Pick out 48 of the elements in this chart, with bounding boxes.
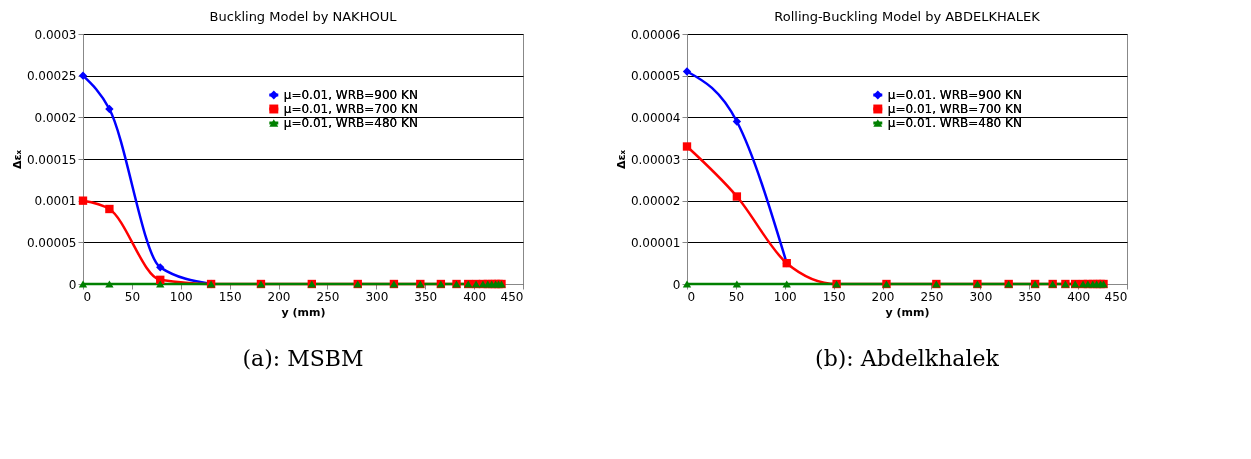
text: (a): MSBM xyxy=(242,346,364,371)
y-tick-label: 0.0001 xyxy=(34,194,77,209)
x-tick-label: 300 xyxy=(365,289,389,304)
legend-label: μ=0.01. WRB=480 KN xyxy=(887,116,1022,130)
x-tick-label: 0 xyxy=(83,289,92,304)
x-tick-label: 400 xyxy=(1067,289,1091,304)
x-tick-label: 150 xyxy=(822,289,846,304)
x-axis-title: y (mm) xyxy=(281,305,326,319)
x-tick-label: 0 xyxy=(687,289,696,304)
x-tick-label: 400 xyxy=(463,289,487,304)
x-tick-label: 450 xyxy=(500,289,524,304)
x-tick-label: 200 xyxy=(871,289,895,304)
legend-label: μ=0.01, WRB=900 KN xyxy=(283,88,418,102)
y-tick-label: 0.00003 xyxy=(630,152,681,167)
y-tick-label: 0 xyxy=(672,277,681,292)
y-tick-label: 0.00006 xyxy=(630,27,681,42)
x-tick-label: 250 xyxy=(316,289,340,304)
x-tick-label: 100 xyxy=(773,289,797,304)
y-axis-title: Δεₓ xyxy=(10,149,24,170)
x-tick-label: 250 xyxy=(920,289,944,304)
x-tick-label: 450 xyxy=(1104,289,1128,304)
y-tick-label: 0.00004 xyxy=(630,110,681,125)
y-tick-label: 0.00001 xyxy=(630,235,681,250)
legend-label: μ=0.01, WRB=700 KN xyxy=(887,102,1022,116)
y-tick-label: 0 xyxy=(68,277,77,292)
y-tick-label: 0.00005 xyxy=(26,235,77,250)
x-tick-label: 100 xyxy=(169,289,193,304)
legend-label: μ=0.01, WRB=480 KN xyxy=(283,116,418,130)
y-tick-label: 0.0002 xyxy=(34,110,77,125)
y-tick-label: 0.00025 xyxy=(26,69,77,84)
chart-title: Buckling Model by NAKHOUL xyxy=(209,9,398,24)
text: (b): Abdelkhalek xyxy=(815,346,1000,371)
y-tick-label: 0.0003 xyxy=(34,27,77,42)
legend-label: μ=0.01, WRB=700 KN xyxy=(283,102,418,116)
x-tick-label: 350 xyxy=(1018,289,1042,304)
x-tick-label: 50 xyxy=(728,289,745,304)
y-tick-label: 0.00015 xyxy=(26,152,77,167)
y-tick-label: 0.00002 xyxy=(630,194,681,209)
legend-label: μ=0.01. WRB=900 KN xyxy=(887,88,1022,102)
x-tick-label: 300 xyxy=(969,289,993,304)
x-tick-label: 50 xyxy=(124,289,141,304)
x-tick-label: 150 xyxy=(218,289,242,304)
chart-title: Rolling-Buckling Model by ABDELKHALEK xyxy=(774,9,1041,24)
y-axis-title: Δεₓ xyxy=(614,149,628,170)
y-tick-label: 0.00005 xyxy=(630,69,681,84)
x-axis-title: y (mm) xyxy=(885,305,930,319)
x-tick-label: 350 xyxy=(414,289,438,304)
x-tick-label: 200 xyxy=(267,289,291,304)
